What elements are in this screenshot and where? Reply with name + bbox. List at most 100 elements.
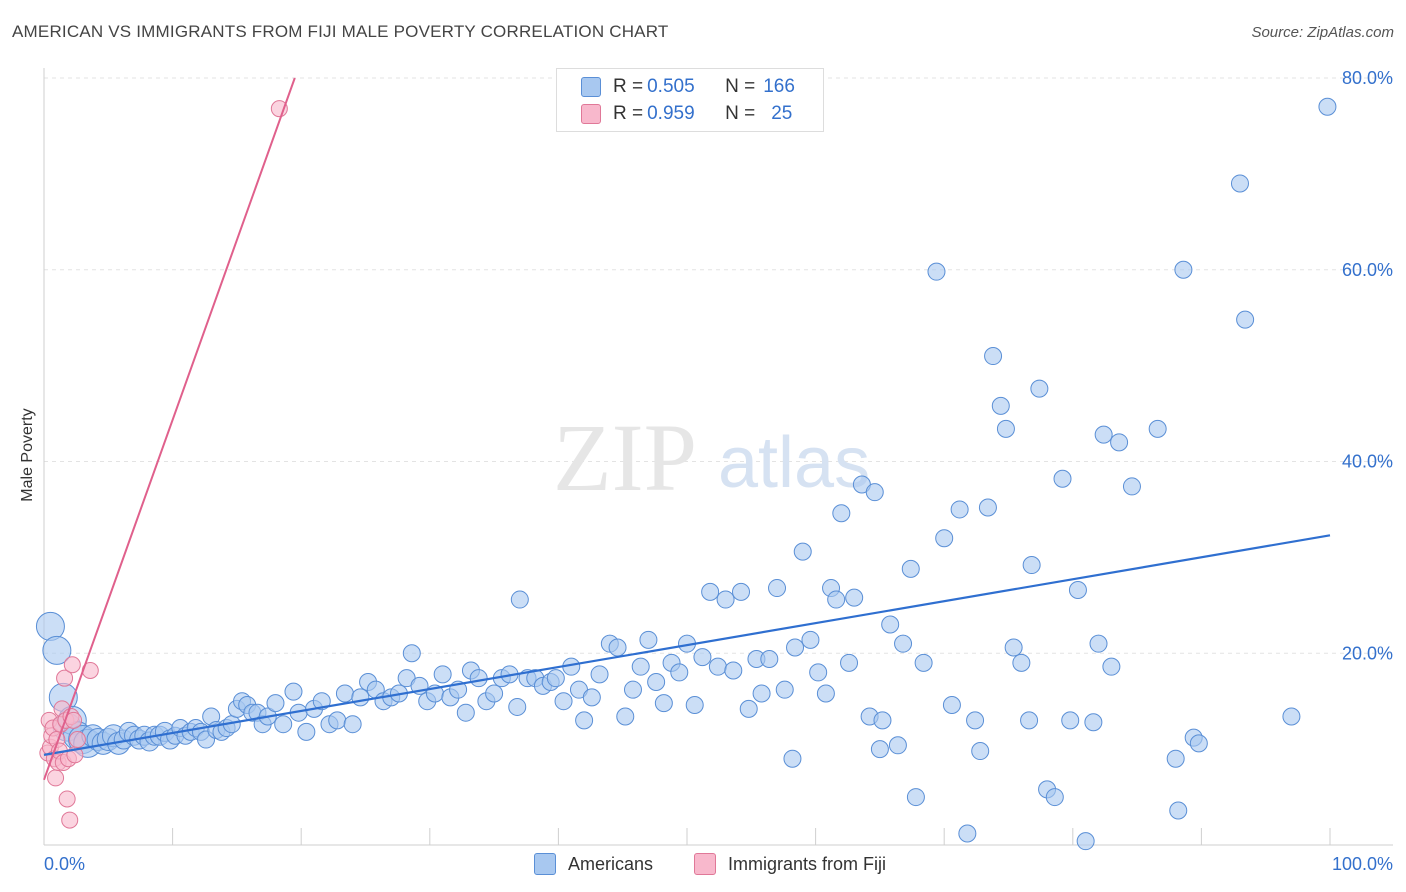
data-point-americans bbox=[1148, 419, 1167, 438]
data-point-americans bbox=[42, 635, 72, 665]
data-point-americans bbox=[639, 630, 658, 649]
data-point-americans bbox=[894, 634, 913, 653]
data-point-americans bbox=[402, 644, 421, 663]
data-point-americans bbox=[575, 711, 594, 730]
data-point-americans bbox=[984, 347, 1003, 366]
data-point-americans bbox=[775, 680, 794, 699]
source-label: Source: ZipAtlas.com bbox=[1251, 24, 1394, 41]
watermark: ZIP atlas bbox=[553, 404, 870, 511]
data-point-americans bbox=[724, 661, 743, 680]
americans-legend-label: Americans bbox=[568, 853, 654, 874]
trend-lines bbox=[43, 77, 1331, 781]
data-point-americans bbox=[1094, 425, 1113, 444]
data-point-americans bbox=[752, 684, 771, 703]
data-point-americans bbox=[840, 653, 859, 672]
data-point-americans bbox=[732, 582, 751, 601]
data-point-americans bbox=[801, 630, 820, 649]
tick-labels: 20.0% 40.0% 60.0% 80.0% 0.0% 100.0% bbox=[44, 68, 1393, 874]
y-tick-label: 60.0% bbox=[1342, 260, 1393, 280]
data-point-americans bbox=[1230, 174, 1249, 193]
legend-item-fiji[interactable]: Immigrants from Fiji bbox=[694, 851, 886, 877]
data-point-americans bbox=[343, 715, 362, 734]
data-point-fiji bbox=[56, 669, 74, 687]
data-point-fiji bbox=[61, 811, 79, 829]
data-point-fiji bbox=[58, 790, 76, 808]
r-label: R = bbox=[613, 103, 644, 124]
legend-row-fiji: R = 0.959 N = 25 bbox=[581, 101, 792, 127]
data-point-americans bbox=[35, 611, 65, 641]
data-point-americans bbox=[297, 722, 316, 741]
data-point-americans bbox=[739, 699, 758, 718]
y-tick-label: 40.0% bbox=[1342, 452, 1393, 472]
data-point-americans bbox=[485, 684, 504, 703]
data-point-americans bbox=[971, 742, 990, 761]
fiji-legend-swatch bbox=[694, 853, 716, 875]
data-point-americans bbox=[469, 669, 488, 688]
data-point-americans bbox=[996, 419, 1015, 438]
data-point-americans bbox=[284, 682, 303, 701]
data-point-americans bbox=[708, 657, 727, 676]
legend-row-americans: R = 0.505 N = 166 bbox=[581, 74, 795, 100]
watermark-atlas: atlas bbox=[718, 423, 870, 503]
data-point-americans bbox=[958, 824, 977, 843]
data-point-americans bbox=[827, 590, 846, 609]
trend-line-americans bbox=[43, 534, 1331, 756]
n-value-americans: 166 bbox=[763, 76, 795, 97]
data-point-americans bbox=[832, 504, 851, 523]
y-tick-label: 80.0% bbox=[1342, 68, 1393, 88]
americans-legend-swatch bbox=[534, 853, 556, 875]
data-point-americans bbox=[950, 500, 969, 519]
data-point-americans bbox=[768, 579, 787, 598]
data-point-americans bbox=[1122, 477, 1141, 496]
data-point-americans bbox=[760, 650, 779, 669]
data-point-americans bbox=[351, 688, 370, 707]
data-point-americans bbox=[870, 740, 889, 759]
data-point-fiji bbox=[68, 731, 86, 749]
data-point-americans bbox=[328, 711, 347, 730]
data-point-americans bbox=[1084, 713, 1103, 732]
data-point-fiji bbox=[63, 656, 81, 674]
fiji-swatch bbox=[581, 104, 601, 124]
data-point-americans bbox=[1169, 801, 1188, 820]
fiji-legend-label: Immigrants from Fiji bbox=[728, 853, 887, 874]
data-point-americans bbox=[616, 707, 635, 726]
x-tick-label: 100.0% bbox=[1332, 854, 1393, 874]
r-label: R = bbox=[613, 76, 644, 97]
data-point-americans bbox=[786, 638, 805, 657]
data-point-americans bbox=[793, 542, 812, 561]
legend-item-americans[interactable]: Americans bbox=[534, 851, 653, 877]
data-point-americans bbox=[888, 736, 907, 755]
data-point-americans bbox=[456, 703, 475, 722]
data-point-americans bbox=[1089, 634, 1108, 653]
data-point-americans bbox=[1189, 734, 1208, 753]
data-point-americans bbox=[991, 396, 1010, 415]
data-point-americans bbox=[1020, 711, 1039, 730]
data-point-americans bbox=[1236, 310, 1255, 329]
data-point-americans bbox=[274, 715, 293, 734]
data-point-americans bbox=[508, 697, 527, 716]
data-point-americans bbox=[608, 638, 627, 657]
data-point-americans bbox=[1174, 260, 1193, 279]
data-point-americans bbox=[312, 692, 331, 711]
chart-title: AMERICAN VS IMMIGRANTS FROM FIJI MALE PO… bbox=[12, 22, 669, 41]
data-point-americans bbox=[335, 684, 354, 703]
n-label: N = bbox=[725, 103, 756, 124]
data-point-americans bbox=[809, 663, 828, 682]
data-point-americans bbox=[927, 262, 946, 281]
data-point-americans bbox=[647, 673, 666, 692]
data-point-americans bbox=[1004, 638, 1023, 657]
data-point-americans bbox=[1053, 469, 1072, 488]
data-point-americans bbox=[1282, 707, 1301, 726]
data-point-americans bbox=[783, 749, 802, 768]
data-point-americans bbox=[914, 653, 933, 672]
data-point-americans bbox=[1110, 433, 1129, 452]
data-point-americans bbox=[433, 665, 452, 684]
data-point-americans bbox=[590, 665, 609, 684]
r-value-fiji: 0.959 bbox=[647, 103, 695, 124]
watermark-zip: ZIP bbox=[553, 404, 697, 511]
data-point-americans bbox=[845, 588, 864, 607]
data-point-americans bbox=[978, 498, 997, 517]
americans-swatch bbox=[581, 77, 601, 97]
data-point-americans bbox=[685, 696, 704, 715]
